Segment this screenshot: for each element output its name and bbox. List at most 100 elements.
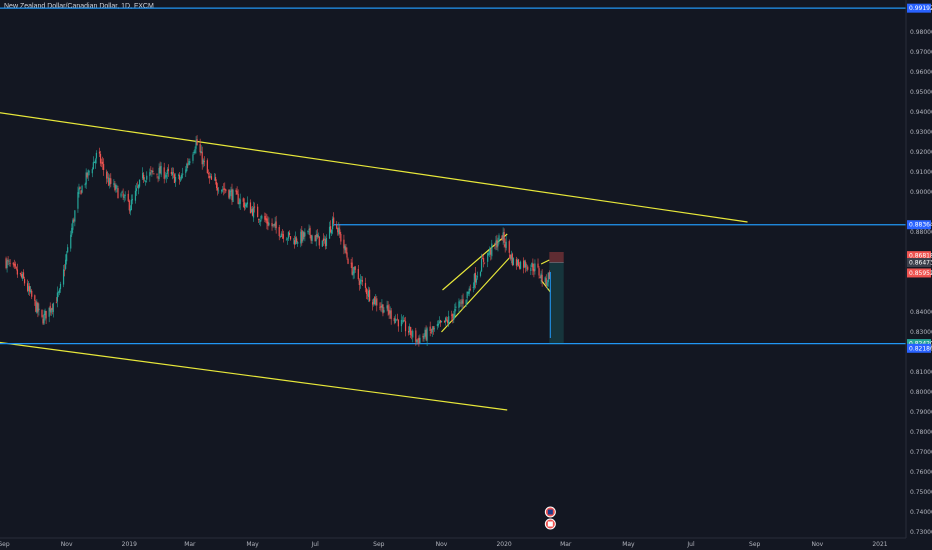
candle-body — [188, 161, 190, 165]
candle-body — [465, 299, 467, 305]
candle-body — [526, 267, 528, 269]
candle-body — [117, 188, 119, 199]
candle-body — [225, 189, 227, 192]
candle-body — [93, 161, 95, 163]
candle-body — [412, 330, 414, 338]
price-badge-label: 0.82186 — [909, 345, 932, 352]
candle-layer — [5, 135, 550, 347]
candle-body — [107, 176, 109, 178]
candle-body — [250, 209, 253, 212]
price-badge-label: 0.85952 — [909, 270, 932, 277]
candle-body — [458, 301, 460, 309]
candle-body — [165, 174, 167, 178]
candle-body — [494, 243, 496, 244]
candle-body — [130, 199, 132, 211]
candle-body — [192, 154, 194, 161]
trendline[interactable] — [540, 279, 551, 293]
candle-body — [79, 186, 81, 189]
candle-body — [473, 273, 475, 288]
event-markers[interactable] — [544, 506, 556, 530]
candle-body — [214, 177, 217, 181]
candle-body — [189, 161, 191, 163]
position-target-zone[interactable] — [549, 262, 564, 344]
candle-body — [352, 271, 354, 276]
candle-body — [512, 258, 514, 266]
candle-body — [235, 189, 237, 192]
candle-body — [419, 337, 421, 344]
candle-body — [77, 192, 79, 209]
candle-body — [181, 175, 183, 179]
candle-body — [361, 280, 364, 282]
candle-body — [80, 190, 82, 195]
candle-body — [128, 200, 130, 211]
candle-body — [213, 178, 216, 180]
candle-body — [50, 309, 52, 313]
candle-body — [14, 263, 16, 267]
candle-body — [136, 186, 139, 188]
candle-body — [261, 215, 263, 219]
candle-body — [159, 166, 161, 174]
candle-body — [149, 172, 151, 177]
candle-body — [379, 307, 381, 308]
candle-body — [311, 235, 313, 241]
candle-body — [163, 167, 165, 179]
candle-body — [114, 184, 116, 191]
candle-body — [451, 314, 453, 316]
price-badge-label: 0.99192 — [909, 5, 932, 12]
candle-body — [259, 220, 261, 222]
candle-body — [459, 301, 461, 303]
candle-body — [541, 274, 543, 282]
candle-body — [186, 163, 188, 171]
candle-body — [52, 303, 54, 312]
candle-body — [12, 262, 14, 265]
candle-body — [210, 176, 213, 180]
candle-body — [30, 290, 32, 293]
candle-body — [350, 262, 352, 264]
position-stop-zone[interactable] — [549, 252, 564, 263]
candle-body — [239, 199, 241, 204]
candle-body — [293, 238, 295, 240]
candle-body — [94, 159, 96, 164]
candle-body — [472, 287, 474, 289]
trendline[interactable] — [540, 259, 550, 265]
trendline[interactable] — [0, 340, 508, 411]
candle-body — [367, 290, 370, 298]
trendline[interactable] — [0, 110, 748, 223]
candle-body — [135, 188, 138, 192]
candle-body — [317, 234, 319, 238]
candle-body — [88, 171, 90, 173]
candle-body — [516, 260, 519, 266]
candle-body — [182, 173, 184, 175]
candle-body — [517, 259, 520, 266]
candle-body — [501, 235, 503, 241]
candle-body — [150, 170, 152, 172]
candle-body — [268, 222, 270, 226]
candle-body — [446, 319, 448, 321]
candle-body — [296, 238, 298, 242]
candle-body — [34, 295, 36, 301]
candle-body — [525, 262, 527, 268]
candle-body — [110, 178, 112, 184]
candle-body — [300, 231, 302, 244]
candle-body — [316, 234, 318, 237]
candle-body — [74, 210, 76, 222]
time-tick-label: Nov — [61, 541, 73, 548]
candle-body — [231, 189, 233, 201]
candle-body — [540, 273, 542, 279]
candle-body — [164, 176, 166, 178]
candle-body — [9, 263, 11, 264]
candle-body — [323, 238, 326, 241]
candle-body — [452, 313, 454, 319]
candle-body — [336, 224, 338, 229]
candle-body — [73, 219, 75, 222]
candle-body — [59, 283, 62, 290]
time-axis[interactable]: Sep Nov 2019 Mar May Jul Sep Nov 2020 Mar May Jul Se… — [0, 537, 932, 550]
price-badge-label: 0.88364 — [909, 222, 932, 229]
candle-body — [484, 262, 486, 264]
